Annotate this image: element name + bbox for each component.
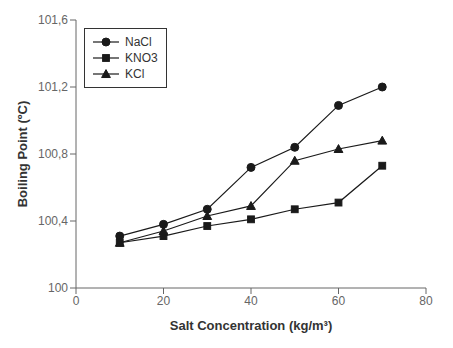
- svg-text:Salt Concentration (kg/m³): Salt Concentration (kg/m³): [170, 318, 333, 333]
- svg-text:101,6: 101,6: [38, 13, 68, 27]
- svg-text:0: 0: [73, 294, 80, 308]
- svg-text:101,2: 101,2: [38, 80, 68, 94]
- svg-text:60: 60: [332, 294, 346, 308]
- html-text:NaCl: NaCl: [125, 35, 152, 49]
- svg-text:100,4: 100,4: [38, 214, 68, 228]
- html-text:KCl: KCl: [125, 67, 145, 81]
- svg-text:80: 80: [419, 294, 433, 308]
- html-text:KNO3: KNO3: [125, 51, 158, 65]
- svg-text:20: 20: [157, 294, 171, 308]
- svg-text:100: 100: [48, 281, 68, 295]
- svg-text:Boiling Point (ºC): Boiling Point (ºC): [15, 101, 30, 208]
- svg-text:40: 40: [244, 294, 258, 308]
- svg-text:100,8: 100,8: [38, 147, 68, 161]
